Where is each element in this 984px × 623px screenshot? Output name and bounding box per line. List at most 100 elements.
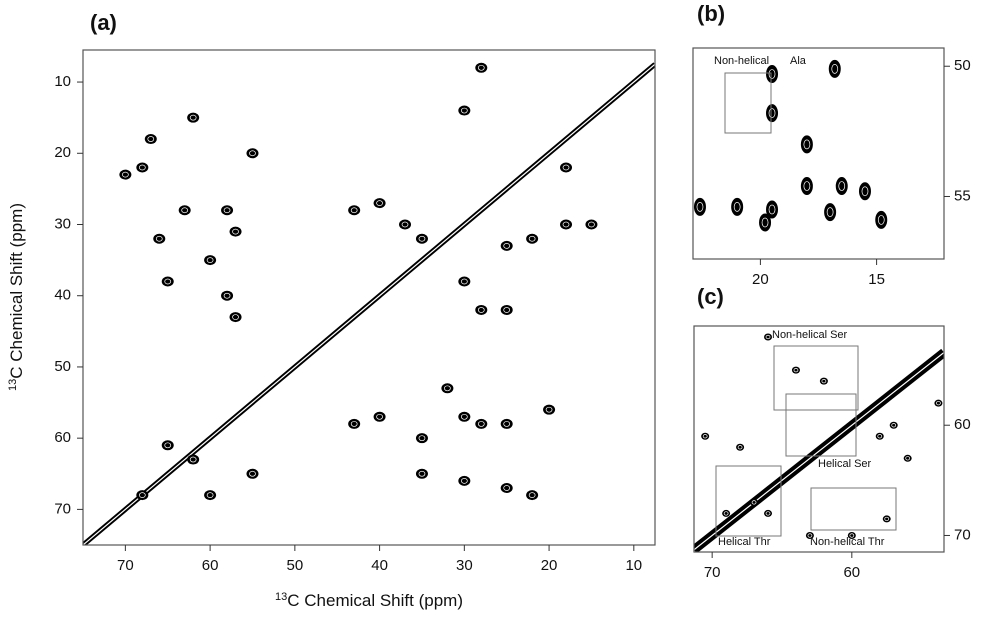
peak-contour (122, 171, 129, 178)
peak (161, 440, 174, 451)
peak-contour (733, 202, 741, 212)
y-tick-label: 40 (54, 287, 71, 304)
peak (543, 404, 556, 415)
peak (805, 531, 814, 539)
peak (119, 169, 132, 180)
peak (204, 490, 217, 501)
peak (819, 377, 828, 385)
diagonal-ridge-center (83, 63, 655, 545)
peak (348, 205, 361, 216)
x-tick-label: 10 (625, 557, 642, 574)
peak-contour (562, 164, 570, 171)
peak (144, 134, 157, 145)
peak-contour (401, 221, 409, 228)
plot-frame (692, 47, 945, 260)
peak (415, 233, 428, 244)
peak-contour (936, 401, 941, 406)
x-tick-label: 20 (541, 557, 558, 574)
annotation: Helical Thr (718, 536, 771, 548)
peak (373, 198, 386, 209)
peak-contour (768, 108, 776, 118)
plot-frame (82, 49, 656, 546)
peak-contour (350, 421, 358, 427)
peak (847, 531, 856, 539)
x-tick-label: 60 (843, 564, 860, 581)
peak-contour (768, 204, 776, 215)
peak-contour (761, 217, 769, 228)
peak-contour (528, 235, 536, 242)
peak (187, 454, 200, 465)
peak-contour (460, 107, 468, 114)
peak-contour (444, 385, 451, 392)
region-box (724, 72, 772, 134)
peak-contour (765, 511, 771, 516)
peak-contour (232, 314, 239, 320)
peak (475, 304, 488, 315)
panel-title: (a) (90, 10, 117, 35)
peak-contour (528, 492, 536, 498)
peak (750, 498, 759, 506)
peak-contour (884, 516, 890, 522)
y-tick-label: 20 (54, 144, 71, 161)
peak (458, 276, 471, 287)
peak (415, 433, 428, 444)
peak-contour (138, 164, 146, 171)
peak-contour (418, 435, 426, 442)
peak-contour (877, 215, 885, 225)
peak (731, 197, 744, 216)
y-tick-label: 50 (54, 358, 71, 375)
region-box (785, 393, 857, 457)
peak-contour (376, 413, 383, 420)
annotation: Non-helical (714, 55, 769, 67)
plot-area (693, 59, 888, 232)
peak (161, 276, 174, 287)
region-box (715, 465, 782, 537)
y-tick-label: 30 (54, 215, 71, 232)
x-tick-label: 60 (202, 557, 219, 574)
peak-contour (376, 200, 383, 206)
peak (500, 240, 513, 251)
peak (458, 105, 471, 116)
peak-contour (768, 69, 776, 79)
peak-contour (147, 136, 155, 142)
y-axis-label: 13C Chemical Shift (ppm) (7, 203, 26, 391)
peak-contour (249, 150, 256, 157)
peak-contour (891, 423, 897, 428)
peak (500, 483, 513, 494)
y-tick-label: 50 (954, 57, 971, 74)
peak (246, 468, 259, 479)
x-tick-label: 30 (456, 557, 473, 574)
peak (759, 213, 772, 232)
peak (800, 135, 813, 154)
plot-area (694, 333, 944, 552)
peak-contour (503, 243, 511, 249)
peak (560, 162, 573, 173)
peak (153, 233, 166, 244)
peak-contour (751, 500, 757, 505)
peak (766, 65, 779, 84)
peak-contour (477, 421, 485, 427)
peak (475, 62, 488, 73)
y-tick-label: 70 (954, 526, 971, 543)
peak-contour (588, 221, 595, 228)
peak (187, 112, 200, 123)
peak-contour (803, 139, 811, 150)
x-axis-label: 13C Chemical Shift (ppm) (275, 591, 463, 610)
peak (229, 226, 242, 237)
peak (875, 210, 888, 229)
peak-contour (477, 64, 485, 71)
peak (415, 468, 428, 479)
peak-contour (503, 421, 511, 427)
x-tick-label: 15 (868, 271, 885, 288)
panel-title: (c) (697, 284, 724, 309)
peak (560, 219, 573, 230)
peak (693, 197, 706, 216)
peak (736, 443, 745, 451)
peak-contour (503, 307, 511, 313)
peak (722, 509, 731, 517)
peak-contour (562, 221, 570, 228)
peak (221, 205, 234, 216)
peak-contour (223, 292, 231, 299)
peak-contour (206, 257, 214, 263)
